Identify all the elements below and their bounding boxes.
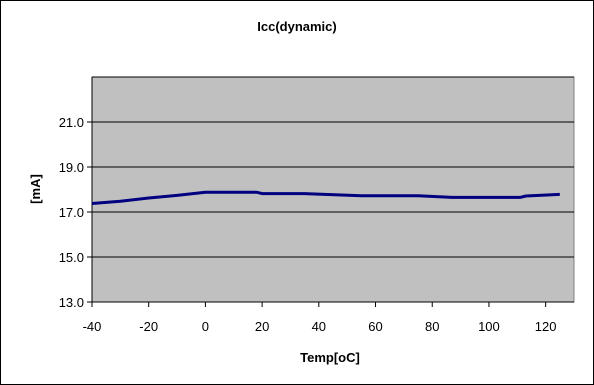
y-tick-label: 21.0 xyxy=(59,115,84,130)
x-axis-title: Temp[oC] xyxy=(300,350,360,365)
x-tick-label: 120 xyxy=(535,319,557,334)
series-line-icc xyxy=(91,190,560,205)
y-axis-title: [mA] xyxy=(28,174,43,204)
chart-title: Icc(dynamic) xyxy=(257,19,336,34)
x-tick-label: -20 xyxy=(139,319,158,334)
x-tick-label: 20 xyxy=(255,319,269,334)
x-tick-label: 100 xyxy=(478,319,500,334)
series-group xyxy=(91,190,560,205)
gridlines xyxy=(92,76,574,258)
y-tick-labels: 13.0 15.0 17.0 19.0 21.0 xyxy=(59,115,92,310)
x-tick-labels: -40 -20 0 20 40 60 80 100 120 xyxy=(83,302,557,334)
x-tick-label: 80 xyxy=(425,319,439,334)
y-tick-label: 15.0 xyxy=(59,250,84,265)
plot-area xyxy=(91,76,575,303)
y-tick-label: 13.0 xyxy=(59,295,84,310)
x-tick-label: 40 xyxy=(312,319,326,334)
x-tick-label: -40 xyxy=(83,319,102,334)
x-tick-label: 0 xyxy=(202,319,209,334)
y-tick-label: 17.0 xyxy=(59,205,84,220)
x-tick-label: 60 xyxy=(368,319,382,334)
axes xyxy=(91,77,574,303)
y-tick-label: 19.0 xyxy=(59,160,84,175)
